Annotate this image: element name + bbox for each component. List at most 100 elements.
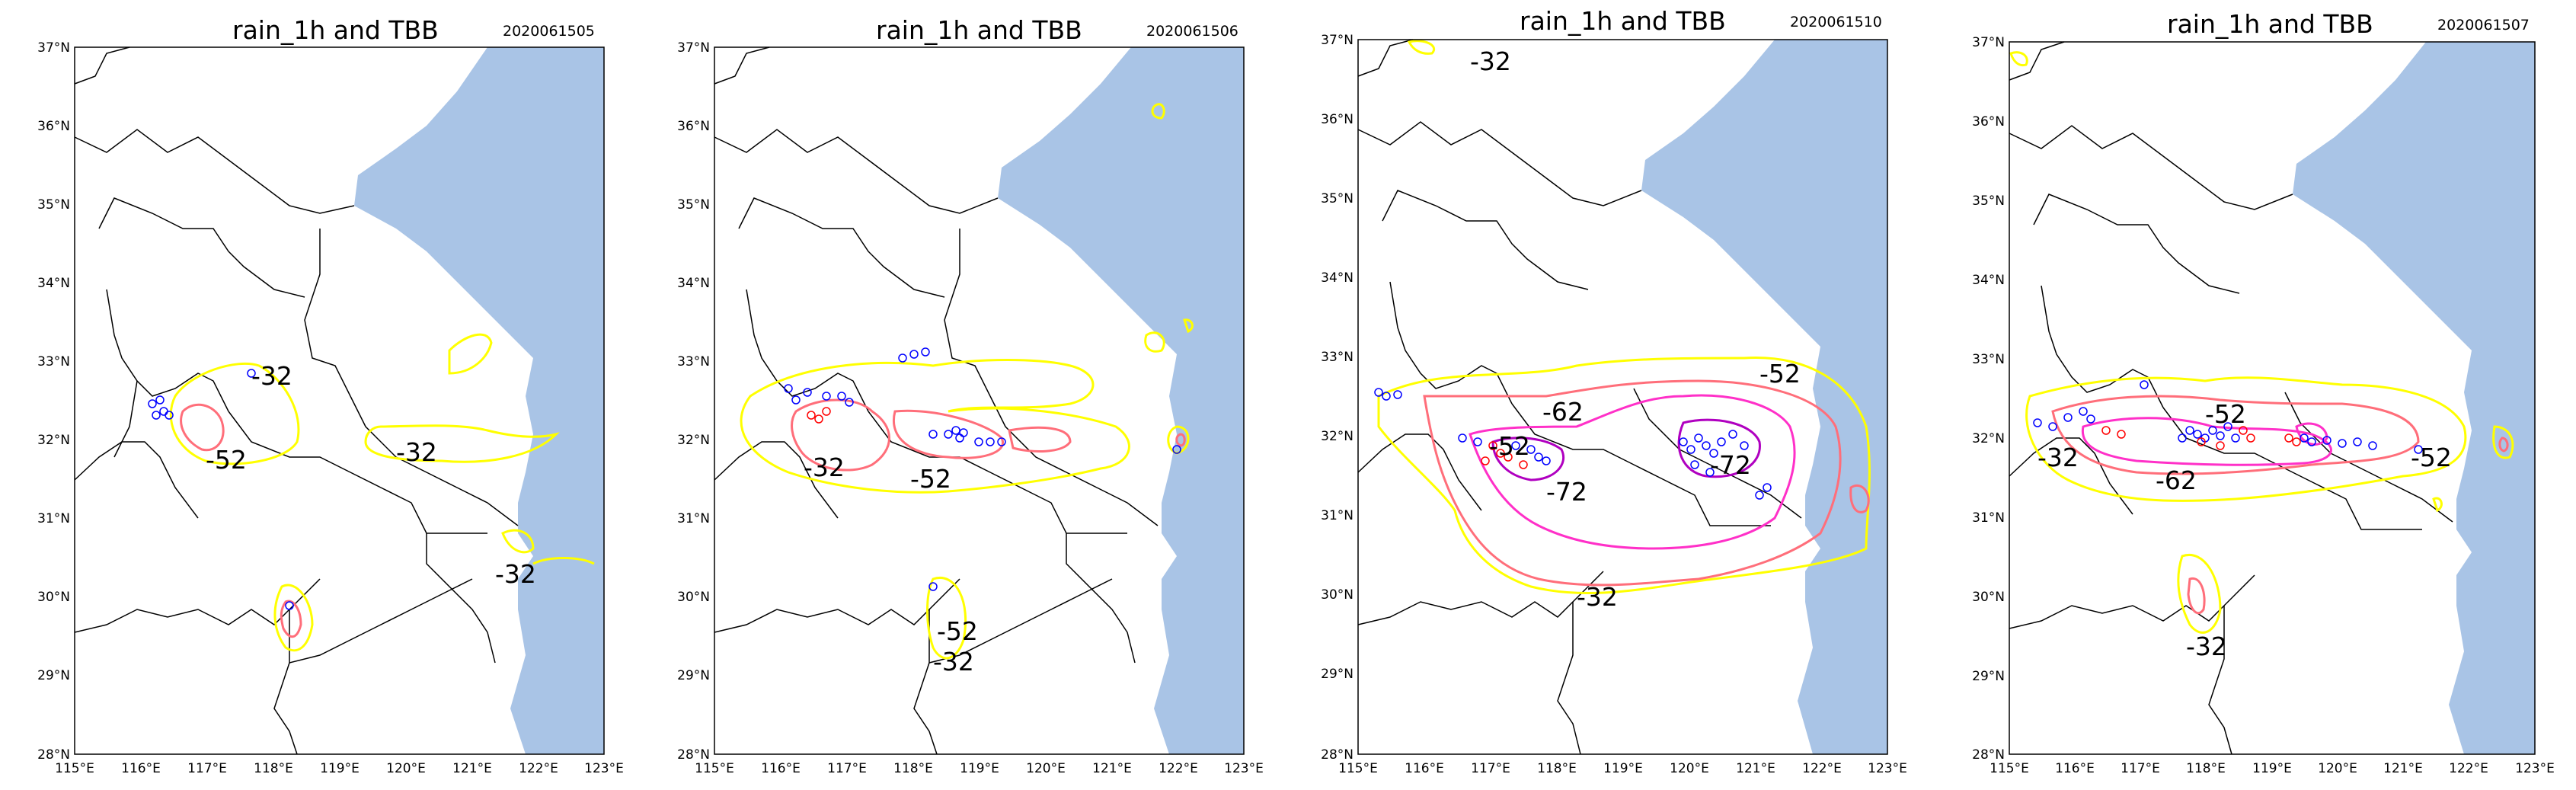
lat-tick: 32°N (1972, 431, 2005, 446)
lat-tick-labels: 37°N 36°N 35°N 34°N 33°N 32°N 31°N 30°N … (677, 40, 710, 763)
lon-tick: 115°E (695, 761, 734, 776)
lon-tick: 118°E (893, 761, 933, 776)
province-borders (1357, 39, 1802, 755)
lat-tick: 28°N (1321, 747, 1354, 763)
contour-label: -52 (1489, 431, 1530, 461)
lon-tick: 119°E (320, 761, 360, 776)
lon-tick: 118°E (2186, 761, 2226, 776)
lat-tick: 34°N (37, 276, 70, 291)
lat-tick: 36°N (37, 119, 70, 134)
contour-label: -52 (937, 616, 978, 646)
tbb-contours (2009, 51, 2514, 634)
lon-tick: 116°E (2055, 761, 2095, 776)
contour-label: -32 (804, 453, 845, 482)
contour-label: -62 (1542, 397, 1584, 427)
contour-label: -32 (933, 647, 974, 676)
lat-tick: 30°N (677, 590, 710, 605)
lon-tick: 121°E (1736, 761, 1775, 776)
contour-labels: -32 -52 -52 -32 (804, 453, 978, 676)
map-plot (1357, 39, 1887, 755)
lat-tick: 34°N (677, 276, 710, 291)
lat-tick: 36°N (1321, 112, 1354, 127)
lon-tick: 116°E (121, 761, 161, 776)
lon-tick: 120°E (386, 761, 426, 776)
lat-tick: 29°N (677, 668, 710, 683)
lat-tick: 35°N (1972, 194, 2005, 209)
lon-tick: 123°E (1224, 761, 1264, 776)
lat-tick: 30°N (1972, 590, 2005, 605)
contour-label: -52 (910, 464, 951, 494)
lat-tick: 35°N (1321, 191, 1354, 206)
lon-tick: 117°E (1471, 761, 1510, 776)
lon-tick: 122°E (1159, 761, 1198, 776)
province-borders (74, 46, 519, 755)
contour-label: -32 (2186, 632, 2227, 661)
contour-label: -72 (1546, 477, 1587, 507)
contour-label: -32 (2037, 443, 2079, 472)
rain-markers (784, 347, 1181, 591)
sea-area (1641, 40, 1887, 754)
lat-tick-labels: 37°N 36°N 35°N 34°N 33°N 32°N 31°N 30°N … (1321, 33, 1354, 763)
tbb-contours (1377, 40, 1871, 595)
lon-tick: 121°E (452, 761, 492, 776)
map-panel-4: 37°N 36°N 35°N 34°N 33°N 32°N 31°N 30°N … (1931, 0, 2574, 790)
contour-labels: -32 -62 -52 -72 -72 -52 -32 (1470, 46, 1801, 612)
lon-tick: 119°E (2252, 761, 2292, 776)
lon-tick: 120°E (2318, 761, 2357, 776)
lon-tick: 121°E (2383, 761, 2423, 776)
lon-tick: 120°E (1670, 761, 1709, 776)
map-canvas: 37°N 36°N 35°N 34°N 33°N 32°N 31°N 30°N … (1972, 35, 2555, 776)
contour-label: -32 (1577, 582, 1618, 612)
lat-tick: 29°N (1972, 669, 2005, 684)
lon-tick: 122°E (2449, 761, 2488, 776)
lat-tick: 28°N (1972, 747, 2005, 763)
lon-tick-labels: 115°E 116°E 117°E 118°E 119°E 120°E 121°… (1990, 761, 2555, 776)
lat-tick: 36°N (677, 119, 710, 134)
lon-tick: 116°E (1405, 761, 1444, 776)
contour-label: -62 (2156, 465, 2197, 495)
sea-area (354, 47, 604, 754)
sea-area (2293, 42, 2535, 754)
lat-tick: 29°N (37, 668, 70, 683)
contour-labels: -32 -52 -62 -52 -32 (2037, 399, 2452, 661)
lon-tick: 119°E (960, 761, 999, 776)
lat-tick: 31°N (677, 511, 710, 526)
province-borders (2009, 41, 2453, 755)
lat-tick: 33°N (37, 354, 70, 369)
map-plot (714, 46, 1244, 755)
tbb-contours (169, 333, 595, 652)
map-plot (2009, 41, 2535, 755)
panel-date: 2020061506 (1146, 23, 1238, 40)
panel-title: rain_1h and TBB (1520, 6, 1726, 36)
lon-tick: 123°E (1868, 761, 1907, 776)
map-canvas: 37°N 36°N 35°N 34°N 33°N 32°N 31°N 30°N … (1321, 33, 1907, 776)
lon-tick: 117°E (187, 761, 227, 776)
panel-title: rain_1h and TBB (2167, 9, 2373, 39)
map-panel-2: 37°N 36°N 35°N 34°N 33°N 32°N 31°N 30°N … (644, 0, 1287, 790)
lat-tick: 28°N (37, 747, 70, 763)
lat-tick: 31°N (37, 511, 70, 526)
lat-tick: 35°N (677, 197, 710, 213)
lat-tick: 37°N (677, 40, 710, 56)
lat-tick: 34°N (1321, 270, 1354, 286)
contour-label: -52 (2205, 399, 2246, 429)
lon-tick-labels: 115°E 116°E 117°E 118°E 119°E 120°E 121°… (695, 761, 1264, 776)
lat-tick: 32°N (37, 433, 70, 448)
contour-label: -72 (1710, 450, 1751, 480)
lat-tick: 33°N (677, 354, 710, 369)
panel-title: rain_1h and TBB (232, 15, 439, 45)
lat-tick: 33°N (1321, 350, 1354, 365)
lon-tick-labels: 115°E 116°E 117°E 118°E 119°E 120°E 121°… (55, 761, 624, 776)
lat-tick: 37°N (1321, 33, 1354, 48)
lat-tick: 29°N (1321, 667, 1354, 682)
map-panel-1: 37°N 36°N 35°N 34°N 33°N 32°N 31°N 30°N … (0, 0, 644, 790)
contour-label: -52 (1759, 359, 1801, 389)
panel-date: 2020061507 (2437, 17, 2530, 34)
contour-label: -32 (495, 559, 536, 589)
lat-tick: 37°N (1972, 35, 2005, 50)
lon-tick: 123°E (584, 761, 624, 776)
contour-label: -52 (206, 445, 247, 475)
lat-tick: 32°N (677, 433, 710, 448)
lat-tick: 37°N (37, 40, 70, 56)
lon-tick: 122°E (519, 761, 558, 776)
